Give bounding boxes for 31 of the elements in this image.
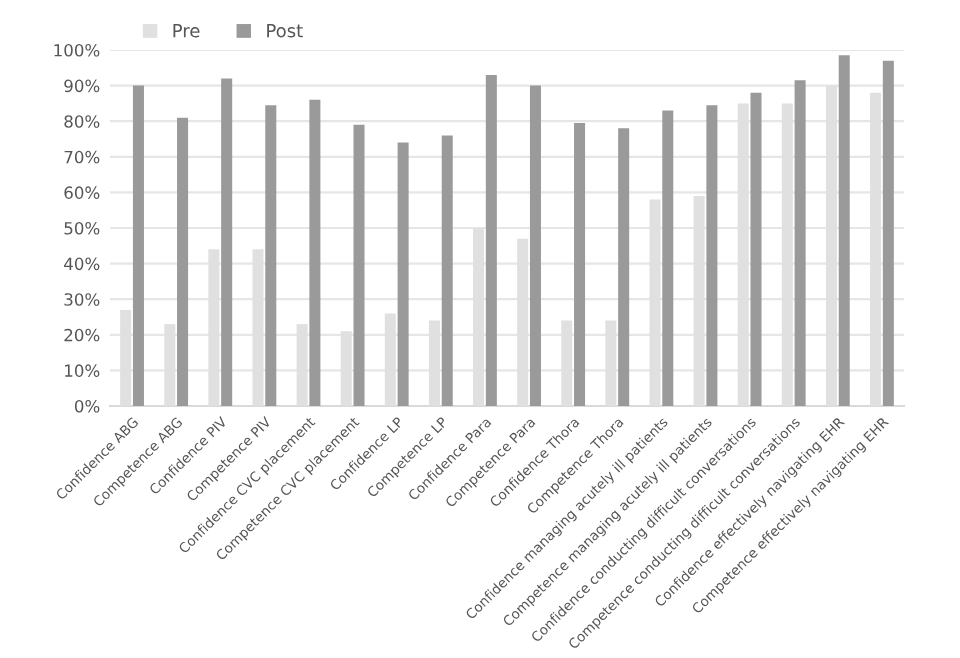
bar [794,80,806,406]
bar [353,124,365,406]
bar [838,55,850,406]
bar [441,135,453,406]
legend-label: Post [267,24,303,38]
bar [662,110,674,406]
bar [265,105,277,406]
y-tick-label: 20% [64,328,100,342]
y-tick-label: 0% [74,399,100,413]
bar [132,85,144,406]
bar [882,60,894,406]
y-tick-label: 90% [64,79,100,93]
y-tick-label: 10% [65,364,100,377]
y-tick-label: 30% [64,293,100,306]
y-tick-label: 60% [64,186,100,199]
y-tick-label: 40% [64,257,100,271]
bar [309,99,321,406]
bar [485,74,497,406]
y-tick-label: 70% [64,150,100,164]
legend-label: Pre [173,24,200,38]
bar [221,78,233,406]
bar [529,85,541,406]
bar [177,117,189,406]
bar [750,92,762,406]
y-tick-label: 50% [64,221,100,235]
y-tick-label: 80% [64,115,100,128]
bar [706,105,718,406]
bar [574,122,586,406]
bar [397,142,409,406]
bar [618,128,630,406]
y-tick-label: 100% [54,43,100,57]
